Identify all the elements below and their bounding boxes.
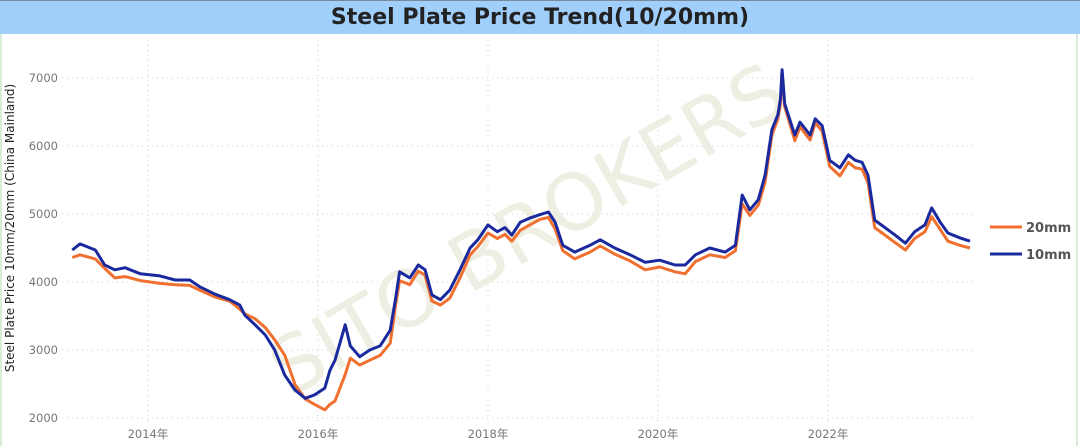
x-tick-label: 2020年 — [638, 427, 679, 441]
series-lines — [71, 68, 971, 412]
y-tick-label: 6000 — [29, 139, 58, 153]
x-axis: 2014年 2016年 2018年 2020年 2022年 — [128, 427, 849, 441]
title-bar: Steel Plate Price Trend(10/20mm) — [0, 0, 1080, 34]
y-tick-label: 2000 — [29, 411, 58, 425]
y-tick-label: 3000 — [29, 343, 58, 357]
y-axis: 2000 3000 4000 5000 6000 7000 — [29, 71, 58, 425]
grid — [62, 40, 975, 425]
legend-label: 10mm — [1026, 248, 1071, 263]
y-tick-label: 4000 — [29, 275, 58, 289]
y-tick-label: 5000 — [29, 207, 58, 221]
y-tick-label: 7000 — [29, 71, 58, 85]
x-tick-label: 2014年 — [128, 427, 169, 441]
series-line-10mm — [71, 68, 971, 400]
x-tick-label: 2018年 — [468, 427, 509, 441]
series-line-20mm — [71, 71, 971, 412]
chart-title: Steel Plate Price Trend(10/20mm) — [330, 5, 750, 30]
x-tick-label: 2022年 — [808, 427, 849, 441]
y-axis-label: Steel Plate Price 10mm/20mm (China Mainl… — [3, 84, 17, 372]
legend-label: 20mm — [1026, 221, 1071, 236]
chart-frame — [0, 34, 1078, 446]
x-tick-label: 2016年 — [298, 427, 339, 441]
legend: 20mm 10mm — [990, 221, 1071, 263]
